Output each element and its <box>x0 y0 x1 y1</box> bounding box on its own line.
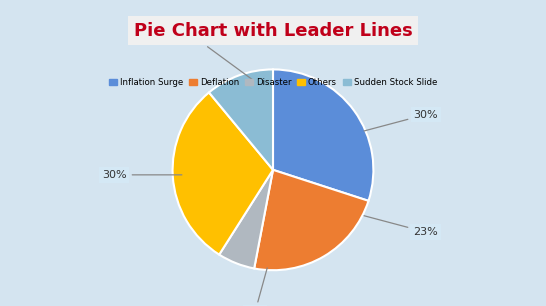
Text: 6%: 6% <box>246 268 267 306</box>
Legend: Inflation Surge, Deflation, Disaster, Others, Sudden Stock Slide: Inflation Surge, Deflation, Disaster, Ot… <box>105 75 441 91</box>
Text: 30%: 30% <box>102 170 182 180</box>
Wedge shape <box>273 69 373 201</box>
Text: 30%: 30% <box>364 110 438 131</box>
Text: 23%: 23% <box>364 216 438 237</box>
Wedge shape <box>219 170 273 268</box>
Text: 11%: 11% <box>182 32 253 80</box>
Wedge shape <box>254 170 369 270</box>
Wedge shape <box>173 92 273 255</box>
Text: Pie Chart with Leader Lines: Pie Chart with Leader Lines <box>134 22 412 39</box>
Wedge shape <box>209 69 273 170</box>
